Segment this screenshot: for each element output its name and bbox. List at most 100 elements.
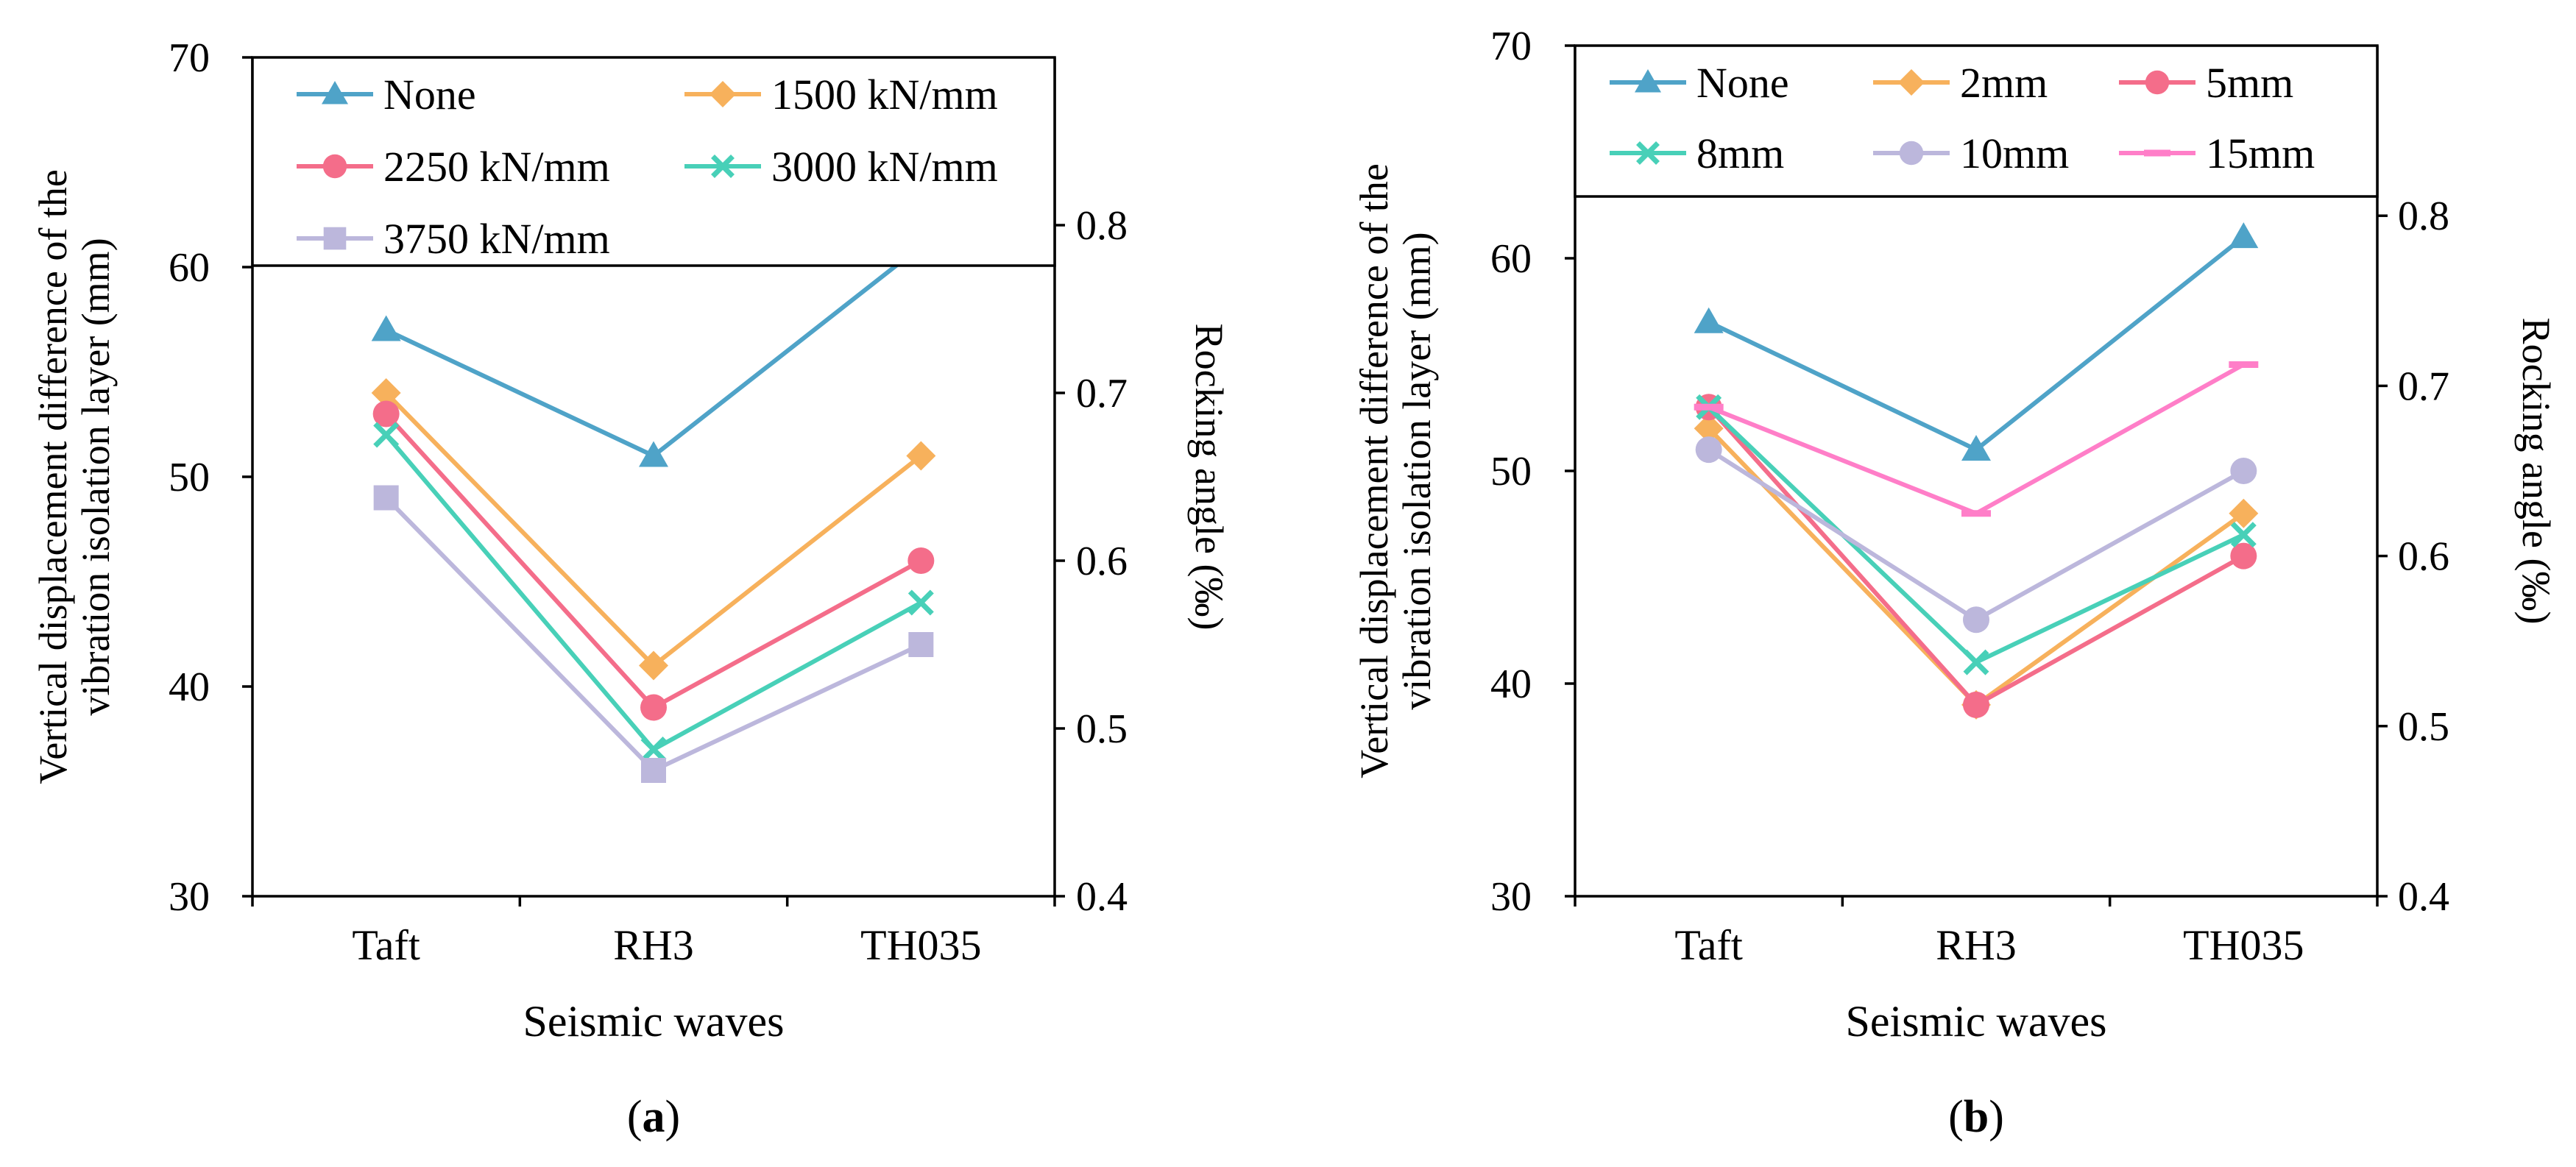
data-point (2229, 222, 2259, 249)
legend-label: 5mm (2206, 59, 2293, 107)
legend-label: 10mm (1960, 130, 2069, 177)
legend-entry: 8mm (1610, 130, 1784, 177)
data-point (2229, 498, 2259, 528)
series-4 (373, 485, 934, 783)
y-axis-title-line1: Vertical displacement difference of the (1352, 163, 1396, 778)
y-tick-label: 60 (169, 245, 210, 291)
panel-label-open: ( (627, 1092, 643, 1142)
series-line (1708, 447, 2245, 622)
legend-marker (1898, 69, 1925, 96)
data-point (1694, 414, 1724, 444)
legend-label: None (383, 71, 476, 118)
legend-marker (1635, 69, 1661, 93)
data-point (2230, 542, 2257, 570)
x-tick-label: RH3 (1936, 921, 2017, 969)
legend-marker (322, 154, 347, 179)
y2-tick-label: 0.5 (2398, 704, 2449, 750)
legend-entry: 2250 kN/mm (297, 143, 610, 191)
data-point (639, 650, 668, 681)
y-axis-title-line2: vibration isolation layer (mm) (1395, 232, 1439, 709)
y2-tick-label: 0.6 (1076, 539, 1128, 584)
data-point (371, 378, 401, 408)
legend-entry: 2mm (1873, 59, 2048, 107)
legend-marker (1636, 141, 1660, 165)
data-point (1695, 436, 1722, 464)
data-point (1963, 606, 1989, 634)
data-point (372, 400, 400, 428)
legend-entry: 3000 kN/mm (684, 143, 998, 191)
series-line (1708, 235, 2246, 453)
y-tick-label: 70 (169, 35, 210, 81)
legend-box (1574, 44, 2379, 198)
data-point (640, 694, 667, 721)
panel-label-letter: b (1964, 1092, 1989, 1142)
y2-tick-label: 0.4 (2398, 874, 2449, 920)
panel-label: (a) (627, 1092, 680, 1142)
y-tick-label: 60 (1490, 236, 1532, 282)
y-axis-title-line1: Vertical displacement difference of the (31, 169, 75, 784)
legend-label: 8mm (1696, 130, 1784, 177)
series-line (384, 496, 922, 773)
chart-panel-a: 30 40 50 60 70 0.4 0.5 0.6 0.7 0.8 Taft RH3 TH035 Sei… (31, 35, 1231, 1142)
x-axis-title: Seismic waves (523, 997, 785, 1046)
legend-label: 3750 kN/mm (383, 215, 610, 263)
y2-tick-label: 0.6 (2398, 534, 2449, 580)
series-3 (373, 422, 934, 762)
data-point (2230, 522, 2257, 548)
x-tick-label: TH035 (860, 921, 981, 969)
y2-axis-title: Rocking angle (‰) (2514, 318, 2558, 625)
data-point (2230, 458, 2257, 484)
y2-tick-label: 0.4 (1076, 874, 1128, 920)
data-point (1961, 435, 1991, 461)
legend-marker (322, 81, 348, 104)
series-1 (371, 378, 936, 681)
panel-label-open: ( (1948, 1092, 1964, 1142)
series-0 (1694, 222, 2259, 461)
y2-tick-label: 0.5 (1076, 706, 1128, 752)
legend-entry: None (297, 71, 476, 118)
y2-axis-title: Rocking angle (‰) (1187, 324, 1231, 631)
legend-box (251, 56, 1056, 267)
y-tick-label: 40 (1490, 661, 1532, 707)
y-axis-title-line2: vibration isolation layer (mm) (74, 238, 118, 715)
data-point (907, 547, 935, 574)
y-tick-label: 30 (1490, 874, 1532, 920)
data-point (639, 441, 668, 467)
y-tick-label: 40 (169, 664, 210, 710)
legend: None 1500 kN/mm 2250 kN/mm 3000 kN/mm 3750 k… (251, 56, 1056, 267)
y-tick-label: 50 (1490, 449, 1532, 494)
legend-entry: 1500 kN/mm (684, 71, 998, 118)
data-point (371, 315, 401, 341)
panel-label: (b) (1948, 1092, 2004, 1142)
data-point (373, 485, 399, 511)
legend-marker (1899, 141, 1924, 166)
legend-entry: 3750 kN/mm (297, 215, 610, 263)
panel-label-close: ) (665, 1092, 681, 1142)
legend-label: 15mm (2206, 130, 2315, 177)
x-tick-label: Taft (352, 921, 420, 969)
x-tick-label: TH035 (2183, 921, 2304, 969)
legend-marker (2145, 70, 2170, 95)
y-tick-label: 70 (1490, 24, 1532, 69)
legend-entry: None (1610, 59, 1789, 107)
y2-tick-label: 0.7 (2398, 363, 2449, 409)
data-point (907, 589, 934, 616)
legend-marker (711, 155, 735, 178)
x-tick-label: RH3 (613, 921, 694, 969)
y2-tick-label: 0.8 (2398, 194, 2449, 239)
legend-label: 2mm (1960, 59, 2048, 107)
legend-entry: 5mm (2119, 59, 2293, 107)
data-point (1963, 649, 1989, 675)
data-point (908, 632, 934, 657)
y-tick-label: 30 (169, 874, 210, 920)
panel-label-close: ) (1989, 1092, 2004, 1142)
data-point (906, 441, 936, 471)
legend-label: 3000 kN/mm (771, 143, 998, 191)
legend-label: None (1696, 59, 1789, 107)
legend: None 2mm 5mm 8mm 10mm 15mm (1574, 44, 2379, 198)
series-5 (1694, 361, 2259, 517)
legend-label: 1500 kN/mm (771, 71, 998, 118)
data-point (640, 737, 667, 762)
legend-label: 2250 kN/mm (383, 143, 610, 191)
data-point (1694, 307, 1724, 333)
